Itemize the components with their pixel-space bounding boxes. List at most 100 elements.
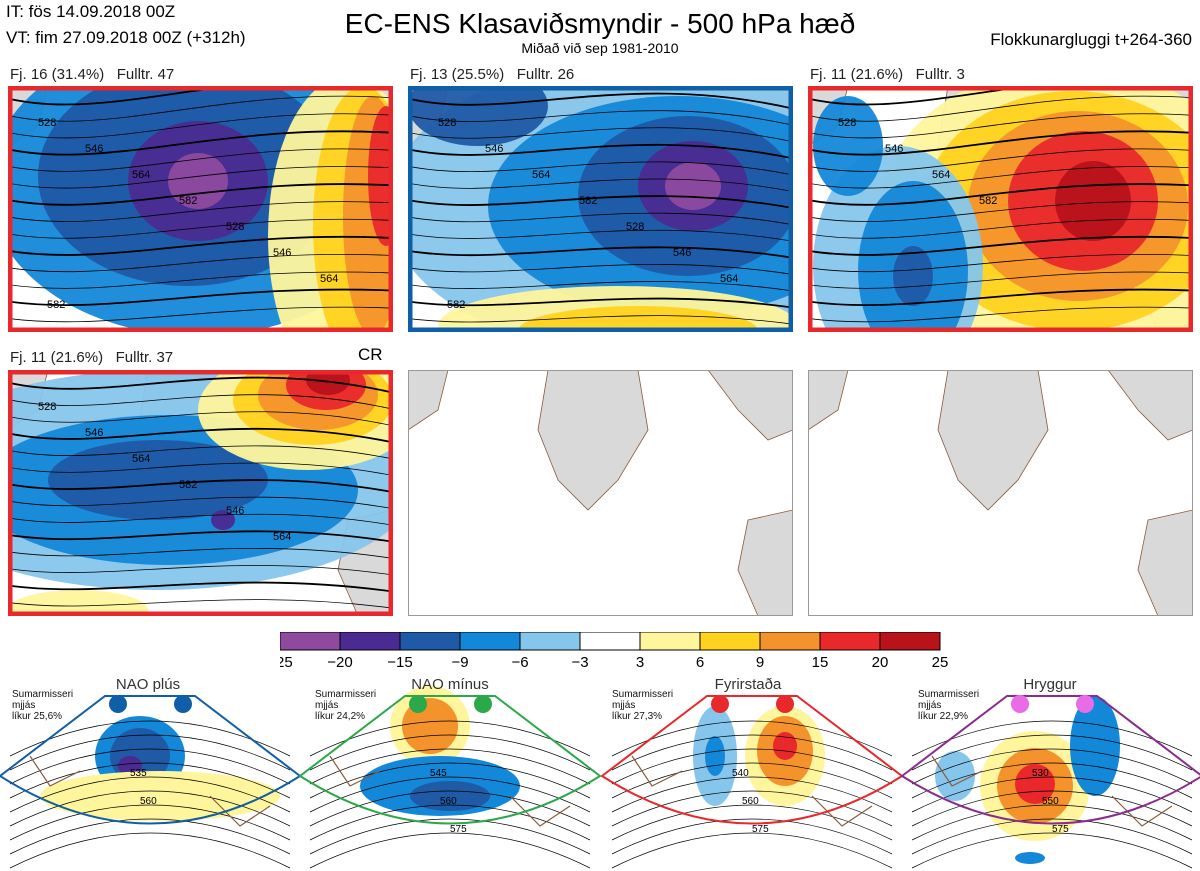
height-contour: [808, 201, 1193, 222]
contour-label: 582: [179, 479, 197, 491]
contour-label: 528: [226, 221, 244, 233]
colorbar-swatch: [759, 632, 821, 651]
contour-label: 560: [440, 796, 457, 807]
height-contour: [8, 130, 393, 156]
anomaly-region: [48, 440, 268, 520]
height-contour: [8, 254, 393, 273]
cluster-frame: [808, 86, 1193, 332]
colorbar-swatch: [819, 632, 881, 651]
height-contour: [9, 818, 291, 855]
height-contour: [408, 246, 793, 259]
height-contour: [8, 513, 393, 526]
regime-2-info: Sumarmisseri mjjás líkur 24,2%: [315, 689, 376, 722]
regime-dot: [776, 695, 794, 713]
land-area: [937, 370, 1049, 511]
anomaly-region: [408, 86, 548, 146]
contour-label: 546: [85, 143, 103, 155]
height-contour: [8, 445, 393, 460]
map-svg: 528 546 564 582 528 546 564 582: [8, 86, 393, 332]
regime-fan-1: 535 560: [0, 695, 302, 869]
contour-label: 546: [273, 247, 291, 259]
contour-label: 528: [38, 401, 56, 413]
height-contour: [9, 734, 291, 771]
height-contour: [408, 263, 793, 275]
height-contour: [611, 804, 893, 841]
height-contour: [911, 748, 1193, 785]
height-contour: [9, 762, 291, 799]
contour-label: 564: [320, 273, 338, 285]
height-contour: [8, 547, 393, 559]
colorbar-tick: −3: [571, 654, 588, 671]
height-contour: [309, 734, 591, 771]
regime-3-months: mjjás: [612, 700, 636, 711]
regime-dot: [1076, 695, 1094, 713]
anomaly-region: [518, 306, 758, 332]
height-contour: [9, 748, 291, 785]
colorbar-tick: 15: [812, 654, 829, 671]
contour-label: 564: [532, 169, 550, 181]
height-contour: [8, 376, 393, 394]
contour-label: 564: [720, 273, 738, 285]
height-contour: [911, 734, 1193, 771]
coastline: [931, 755, 1173, 827]
regime-dot: [109, 695, 127, 713]
contour-label: 528: [438, 117, 456, 129]
cluster-4-label: Fj. 11 (21.6%) Fulltr. 37: [10, 349, 173, 366]
anomaly-region: [1070, 696, 1120, 796]
colorbar-tick: −9: [451, 654, 468, 671]
regime-4-title: Hryggur: [1023, 676, 1077, 693]
contour-label: 530: [1032, 768, 1049, 779]
land-area: [737, 509, 793, 616]
contour-label: 582: [579, 195, 597, 207]
contour-label: 528: [626, 221, 644, 233]
colorbar-tick: 3: [636, 654, 644, 671]
regime-2-title: NAO mínus: [411, 676, 489, 693]
regime-1-probability: líkur 25,6%: [12, 711, 63, 722]
regime-4-months: mjjás: [918, 700, 942, 711]
land-area: [808, 370, 849, 431]
cluster-1-members: Fulltr. 47: [116, 66, 175, 83]
page-subtitle: Miðað við sep 1981-2010: [521, 40, 679, 56]
height-contour: [9, 790, 291, 827]
contour-label: 545: [430, 768, 447, 779]
height-contour: [808, 130, 1193, 156]
cluster-3-members: Fulltr. 3: [915, 66, 965, 83]
regime-1-season: Sumarmisseri: [12, 689, 74, 700]
height-contour: [8, 113, 393, 139]
height-contour: [408, 229, 793, 242]
height-contour: [309, 762, 591, 799]
height-contour: [808, 166, 1193, 189]
regime-3-probability: líkur 27,3%: [612, 711, 663, 722]
land-area: [707, 370, 793, 441]
cr-label: CR: [358, 345, 383, 364]
fan-frame: [900, 695, 1200, 825]
land-area: [1137, 509, 1193, 616]
height-contour: [408, 212, 793, 226]
map-svg: 528 546 564 582 546 564: [8, 370, 393, 616]
height-contour: [408, 195, 793, 210]
colorbar-swatch: [699, 632, 761, 651]
anomaly-region: [410, 781, 490, 811]
height-contour: [8, 218, 393, 239]
cluster-4-members: Fulltr. 37: [115, 349, 174, 366]
regime-2-probability: líkur 24,2%: [315, 711, 366, 722]
height-contour: [611, 734, 893, 771]
contour-label: 550: [1042, 796, 1059, 807]
cluster-2-percent: Fj. 13 (25.5%): [410, 66, 505, 83]
height-contour: [911, 790, 1193, 827]
fan-frame: [600, 695, 904, 825]
map-border: [408, 370, 793, 616]
height-contour: [8, 183, 393, 206]
height-contour: [808, 183, 1193, 206]
cluster-1-label: Fj. 16 (31.4%) Fulltr. 47: [10, 66, 174, 83]
colorbar-swatch: [339, 632, 401, 651]
colorbar-swatch: [639, 632, 701, 651]
coastline: [29, 755, 271, 827]
height-contour: [611, 790, 893, 827]
height-contour: [911, 818, 1193, 855]
height-contour: [808, 235, 1193, 256]
height-contour: [808, 288, 1193, 306]
height-contour: [911, 832, 1193, 869]
colorbar-swatch: [579, 632, 641, 651]
regime-2-season: Sumarmisseri: [315, 689, 377, 700]
